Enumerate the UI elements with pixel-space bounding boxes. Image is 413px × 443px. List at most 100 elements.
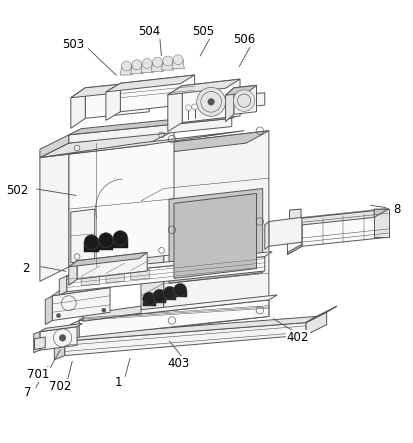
Polygon shape bbox=[264, 222, 268, 249]
Polygon shape bbox=[131, 65, 143, 74]
Polygon shape bbox=[163, 131, 268, 329]
Polygon shape bbox=[69, 118, 231, 143]
Polygon shape bbox=[225, 85, 256, 95]
Polygon shape bbox=[81, 275, 100, 285]
Circle shape bbox=[142, 292, 155, 305]
Polygon shape bbox=[69, 112, 244, 135]
Polygon shape bbox=[52, 288, 110, 321]
Circle shape bbox=[233, 90, 254, 111]
Polygon shape bbox=[66, 252, 271, 276]
Polygon shape bbox=[173, 194, 256, 279]
Polygon shape bbox=[106, 83, 120, 120]
Circle shape bbox=[162, 56, 172, 66]
Polygon shape bbox=[64, 316, 316, 341]
Polygon shape bbox=[40, 327, 77, 350]
Text: 402: 402 bbox=[286, 330, 308, 343]
Circle shape bbox=[163, 286, 176, 299]
Polygon shape bbox=[120, 66, 133, 75]
Polygon shape bbox=[131, 269, 149, 280]
Polygon shape bbox=[64, 323, 305, 356]
Polygon shape bbox=[45, 296, 52, 325]
Text: 503: 503 bbox=[62, 38, 84, 51]
Text: 1: 1 bbox=[114, 376, 122, 389]
Polygon shape bbox=[54, 341, 64, 360]
Circle shape bbox=[84, 235, 99, 249]
Circle shape bbox=[113, 230, 128, 245]
Circle shape bbox=[152, 57, 162, 67]
Polygon shape bbox=[151, 62, 163, 71]
Circle shape bbox=[121, 61, 131, 71]
Polygon shape bbox=[70, 321, 79, 341]
Polygon shape bbox=[173, 290, 186, 297]
Polygon shape bbox=[141, 143, 163, 341]
Circle shape bbox=[207, 98, 214, 105]
Polygon shape bbox=[225, 88, 233, 122]
Polygon shape bbox=[373, 209, 388, 218]
Polygon shape bbox=[167, 79, 240, 95]
Polygon shape bbox=[233, 85, 256, 114]
Polygon shape bbox=[71, 209, 95, 263]
Polygon shape bbox=[141, 63, 153, 73]
Polygon shape bbox=[79, 300, 268, 337]
Text: 502: 502 bbox=[6, 184, 28, 197]
Polygon shape bbox=[52, 283, 117, 296]
Polygon shape bbox=[142, 299, 155, 306]
Circle shape bbox=[102, 308, 106, 312]
Circle shape bbox=[59, 334, 66, 341]
Text: 504: 504 bbox=[138, 25, 160, 38]
Polygon shape bbox=[40, 143, 69, 281]
Polygon shape bbox=[301, 209, 388, 246]
Text: 702: 702 bbox=[49, 380, 71, 393]
Circle shape bbox=[98, 233, 113, 248]
Circle shape bbox=[173, 55, 183, 65]
Polygon shape bbox=[85, 81, 149, 118]
Polygon shape bbox=[305, 306, 336, 323]
Polygon shape bbox=[59, 276, 66, 295]
Text: 701: 701 bbox=[26, 368, 49, 381]
Text: 506: 506 bbox=[233, 34, 255, 47]
Polygon shape bbox=[40, 323, 82, 332]
Polygon shape bbox=[40, 131, 244, 158]
Polygon shape bbox=[34, 337, 45, 350]
Polygon shape bbox=[40, 135, 69, 158]
Polygon shape bbox=[287, 244, 301, 255]
Polygon shape bbox=[161, 61, 173, 70]
Polygon shape bbox=[98, 240, 113, 250]
Circle shape bbox=[56, 314, 60, 318]
Polygon shape bbox=[40, 131, 173, 158]
Circle shape bbox=[142, 58, 152, 68]
Circle shape bbox=[196, 87, 225, 116]
Polygon shape bbox=[287, 209, 388, 226]
Circle shape bbox=[191, 104, 197, 110]
Polygon shape bbox=[163, 293, 176, 300]
Polygon shape bbox=[79, 295, 276, 321]
Polygon shape bbox=[182, 79, 240, 122]
Text: 403: 403 bbox=[166, 358, 189, 370]
Circle shape bbox=[173, 284, 186, 297]
Polygon shape bbox=[113, 238, 128, 249]
Polygon shape bbox=[69, 260, 77, 285]
Polygon shape bbox=[83, 306, 141, 321]
Polygon shape bbox=[268, 218, 301, 246]
Circle shape bbox=[132, 60, 142, 70]
Polygon shape bbox=[71, 88, 85, 128]
Text: 505: 505 bbox=[191, 25, 214, 38]
Polygon shape bbox=[106, 272, 124, 283]
Polygon shape bbox=[167, 86, 182, 132]
Polygon shape bbox=[106, 75, 194, 92]
Text: 8: 8 bbox=[392, 202, 399, 216]
Polygon shape bbox=[69, 253, 147, 267]
Polygon shape bbox=[305, 312, 326, 335]
Text: 2: 2 bbox=[21, 262, 29, 276]
Polygon shape bbox=[71, 81, 149, 98]
Polygon shape bbox=[77, 253, 147, 279]
Polygon shape bbox=[289, 209, 300, 228]
Polygon shape bbox=[120, 75, 194, 112]
Circle shape bbox=[152, 289, 166, 303]
Polygon shape bbox=[69, 131, 173, 267]
Polygon shape bbox=[287, 218, 301, 255]
Polygon shape bbox=[373, 209, 388, 237]
Polygon shape bbox=[66, 256, 264, 291]
Polygon shape bbox=[171, 60, 184, 69]
Text: 7: 7 bbox=[24, 386, 31, 399]
